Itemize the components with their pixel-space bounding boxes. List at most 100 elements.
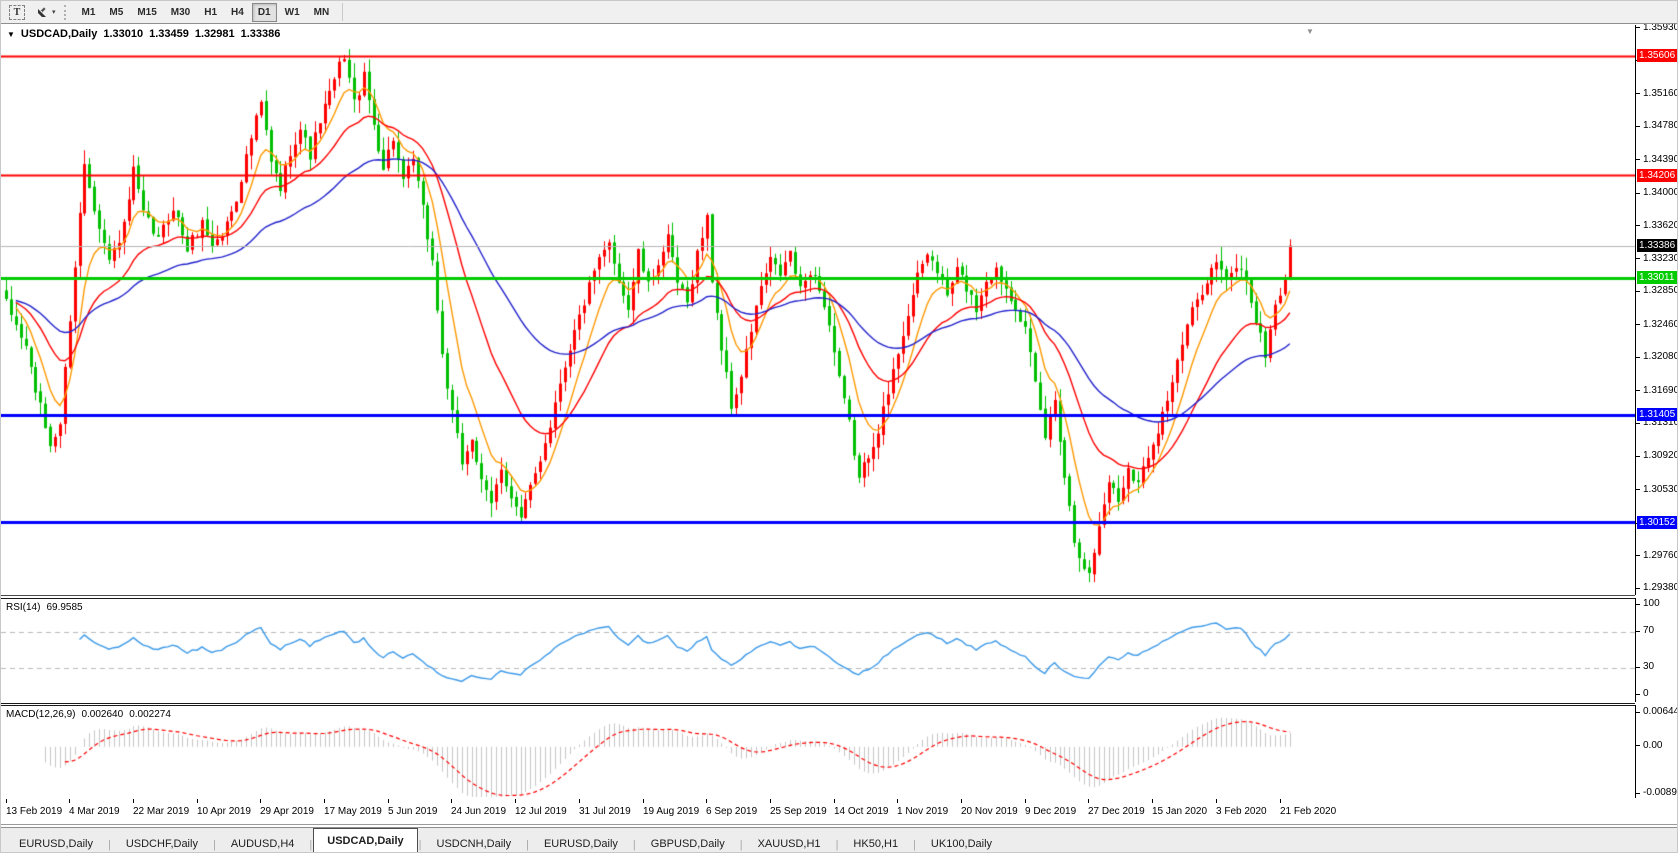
macd-main-value: 0.002640 xyxy=(81,709,124,720)
date-tick-mark xyxy=(706,799,707,803)
axis-tick-mark xyxy=(1636,631,1640,632)
chart-tab-uk100-daily[interactable]: UK100,Daily xyxy=(930,837,993,850)
arrows-tool-icon xyxy=(37,6,46,17)
price-tick-label: 1.32850 xyxy=(1643,285,1678,297)
axis-tick-mark xyxy=(1636,667,1640,668)
tab-separator: | xyxy=(632,839,636,851)
date-tick-label: 10 Apr 2019 xyxy=(197,806,251,817)
timeframe-button-h4[interactable]: H4 xyxy=(225,3,250,22)
chart-tab-usdcad-daily[interactable]: USDCAD,Daily xyxy=(313,828,418,852)
date-tick-label: 25 Sep 2019 xyxy=(770,806,827,817)
toolbar-grip[interactable] xyxy=(63,4,70,20)
arrows-tool-button[interactable]: ▾ xyxy=(30,3,61,22)
axis-tick-mark xyxy=(1636,27,1640,28)
axis-tick-mark xyxy=(1636,745,1640,746)
date-tick-label: 12 Jul 2019 xyxy=(515,806,567,817)
dropdown-caret-icon: ▾ xyxy=(52,9,56,16)
price-tick-label: 1.35160 xyxy=(1643,87,1678,99)
timeframe-button-w1[interactable]: W1 xyxy=(279,3,306,22)
date-tick-label: 20 Nov 2019 xyxy=(961,806,1018,817)
level-price-badge: 1.30152 xyxy=(1637,515,1677,529)
axis-tick-mark xyxy=(1636,390,1640,391)
macd-min-label: -0.00898 xyxy=(1643,787,1677,798)
tab-separator: | xyxy=(309,839,313,851)
timeframe-button-mn[interactable]: MN xyxy=(308,3,336,22)
candlestick-chart-canvas[interactable] xyxy=(1,25,1635,595)
rsi-axis[interactable]: 100 70 30 0 xyxy=(1635,598,1677,702)
axis-tick-mark xyxy=(1636,694,1640,695)
macd-name: MACD(12,26,9) xyxy=(6,709,76,720)
timeframe-button-d1[interactable]: D1 xyxy=(251,2,277,22)
timeframe-toolbar: M1 M5 M15 M30 H1 H4 D1 W1 MN xyxy=(75,2,337,22)
price-axis[interactable]: 1.359301.355501.351601.347801.343901.340… xyxy=(1635,22,1678,595)
date-tick-label: 14 Oct 2019 xyxy=(834,806,889,817)
chart-tab-audusd-h4[interactable]: AUDUSD,H4 xyxy=(230,837,295,850)
macd-axis[interactable]: 0.006448 0.00 -0.00898 xyxy=(1635,705,1677,798)
chart-tab-eurusd-daily[interactable]: EURUSD,Daily xyxy=(19,837,93,850)
chart-tab-eurusd-daily[interactable]: EURUSD,Daily xyxy=(543,837,618,850)
rsi-tick-label: 70 xyxy=(1643,625,1655,636)
timeframe-button-h1[interactable]: H1 xyxy=(198,3,223,22)
tab-separator: | xyxy=(212,839,216,851)
date-tick-label: 15 Jan 2020 xyxy=(1152,806,1208,817)
chart-tab-hk50-h1[interactable]: HK50,H1 xyxy=(853,837,899,850)
axis-tick-mark xyxy=(1636,489,1640,490)
date-tick-mark xyxy=(579,799,580,803)
top-toolbar: T ▾ M1 M5 M15 M30 H1 H4 D1 W1 MN xyxy=(1,1,1677,24)
current-price-badge: 1.33386 xyxy=(1637,239,1677,253)
date-tick-label: 6 Sep 2019 xyxy=(706,806,758,817)
price-tick-label: 1.30530 xyxy=(1643,483,1678,495)
price-tick-label: 1.35930 xyxy=(1643,22,1678,33)
date-tick-label: 1 Nov 2019 xyxy=(897,806,949,817)
axis-tick-mark xyxy=(1636,604,1640,605)
timeframe-button-m15[interactable]: M15 xyxy=(131,3,162,22)
axis-tick-mark xyxy=(1636,291,1640,292)
date-tick-mark xyxy=(388,799,389,803)
macd-chart-canvas[interactable] xyxy=(1,706,1635,799)
date-tick-label: 27 Dec 2019 xyxy=(1088,806,1145,817)
rsi-name: RSI(14) xyxy=(6,602,41,613)
price-tick-label: 1.34780 xyxy=(1643,120,1678,132)
rsi-label: RSI(14) 69.9585 xyxy=(6,602,83,613)
macd-zero-label: 0.00 xyxy=(1643,739,1663,751)
rsi-indicator-panel: RSI(14) 69.9585 xyxy=(1,598,1635,704)
axis-tick-mark xyxy=(1636,225,1640,226)
level-price-badge: 1.35606 xyxy=(1637,49,1677,63)
date-tick-mark xyxy=(834,799,835,803)
text-label-tool-button[interactable]: T xyxy=(4,3,30,22)
tab-separator: | xyxy=(418,839,422,851)
chart-tab-gbpusd-daily[interactable]: GBPUSD,Daily xyxy=(650,837,725,850)
chart-tab-usdcnh-daily[interactable]: USDCNH,Daily xyxy=(436,837,512,850)
axis-tick-mark xyxy=(1636,712,1640,713)
timeframe-button-m1[interactable]: M1 xyxy=(76,3,102,22)
date-axis[interactable]: 13 Feb 2019 4 Mar 2019 22 Mar 2019 10 Apr 2… xyxy=(1,799,1677,825)
chart-tab-bar: EURUSD,Daily | USDCHF,Daily | AUDUSD,H4 | USDC… xyxy=(1,827,1677,852)
rsi-chart-canvas[interactable] xyxy=(1,599,1635,703)
chart-window: ▼ USDCAD,Daily 1.33010 1.33459 1.32981 1… xyxy=(1,22,1678,852)
date-tick-label: 22 Mar 2019 xyxy=(133,806,190,817)
date-tick-mark xyxy=(1152,799,1153,803)
price-tick-label: 1.29380 xyxy=(1643,582,1678,594)
axis-tick-mark xyxy=(1636,555,1640,556)
axis-tick-mark xyxy=(1636,193,1640,194)
date-tick-mark xyxy=(897,799,898,803)
rsi-tick-label: 30 xyxy=(1643,661,1655,672)
quote-close: 1.33386 xyxy=(240,28,281,40)
price-tick-label: 1.32460 xyxy=(1643,318,1678,330)
price-tick-label: 1.34390 xyxy=(1643,153,1678,165)
macd-max-label: 0.006448 xyxy=(1643,706,1677,717)
symbol-dropdown-icon[interactable]: ▼ xyxy=(7,29,15,39)
chart-tab-usdchf-daily[interactable]: USDCHF,Daily xyxy=(125,837,198,850)
chart-shift-marker-icon[interactable]: ▼ xyxy=(1306,27,1314,36)
chart-tab-xauusd-h1[interactable]: XAUUSD,H1 xyxy=(757,837,821,850)
axis-tick-mark xyxy=(1636,456,1640,457)
axis-tick-mark xyxy=(1636,159,1640,160)
timeframe-button-m30[interactable]: M30 xyxy=(165,3,196,22)
date-tick-mark xyxy=(643,799,644,803)
quote-open: 1.33010 xyxy=(103,28,144,40)
quote-low: 1.32981 xyxy=(194,28,235,40)
axis-tick-mark xyxy=(1636,588,1640,589)
price-tick-label: 1.33230 xyxy=(1643,252,1678,264)
timeframe-button-m5[interactable]: M5 xyxy=(103,3,129,22)
